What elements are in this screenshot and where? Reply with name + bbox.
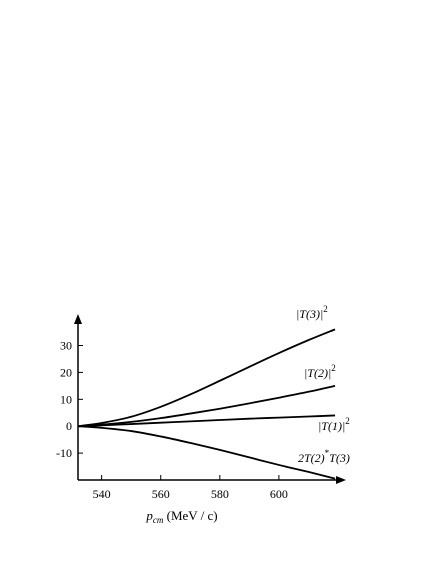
series-label: |T(3)|2 bbox=[296, 304, 328, 321]
x-axis-label-subscript: cm bbox=[153, 515, 164, 525]
series-label: 2T(2)*T(3) bbox=[298, 448, 350, 465]
series-label-main: |T(2)| bbox=[304, 366, 331, 380]
curves bbox=[77, 328, 336, 480]
y-tick-label: 10 bbox=[60, 392, 72, 406]
series-label-main: 2T(2) bbox=[298, 451, 325, 465]
x-axis-label-unit: (MeV / c) bbox=[163, 508, 217, 523]
series-label-superscript: 2 bbox=[345, 416, 350, 426]
series-label-superscript: 2 bbox=[331, 363, 336, 373]
series-line bbox=[77, 425, 336, 480]
series-line bbox=[77, 384, 336, 428]
series-line bbox=[77, 414, 336, 428]
series-label: |T(1)|2 bbox=[318, 416, 350, 433]
x-tick-label: 540 bbox=[93, 487, 111, 501]
y-tick-label: -10 bbox=[56, 446, 72, 460]
series-label-main: |T(1)| bbox=[318, 419, 345, 433]
y-tick-label: 30 bbox=[60, 339, 72, 353]
x-axis-arrowhead bbox=[336, 476, 346, 484]
series-labels: |T(3)|2|T(2)|2|T(1)|22T(2)*T(3) bbox=[296, 304, 350, 465]
y-axis-arrowhead bbox=[74, 314, 82, 324]
x-tick-label: 580 bbox=[211, 487, 229, 501]
x-tick-label: 560 bbox=[152, 487, 170, 501]
y-tick-label: 0 bbox=[66, 419, 72, 433]
series-label-superscript: * bbox=[325, 448, 330, 458]
y-tick-label: 20 bbox=[60, 365, 72, 379]
series-label-main: |T(3)| bbox=[296, 307, 323, 321]
series-line bbox=[77, 328, 336, 428]
series-label-superscript: 2 bbox=[323, 304, 328, 314]
x-tick-label: 600 bbox=[270, 487, 288, 501]
x-axis-label-variable: p bbox=[145, 508, 153, 523]
series-label-tail: T(3) bbox=[329, 451, 350, 465]
x-axis-label: pcm (MeV / c) bbox=[145, 508, 217, 525]
ticks: 540 560 580 600 -10 0 10 20 30 bbox=[56, 339, 288, 501]
series-label: |T(2)|2 bbox=[304, 363, 336, 380]
